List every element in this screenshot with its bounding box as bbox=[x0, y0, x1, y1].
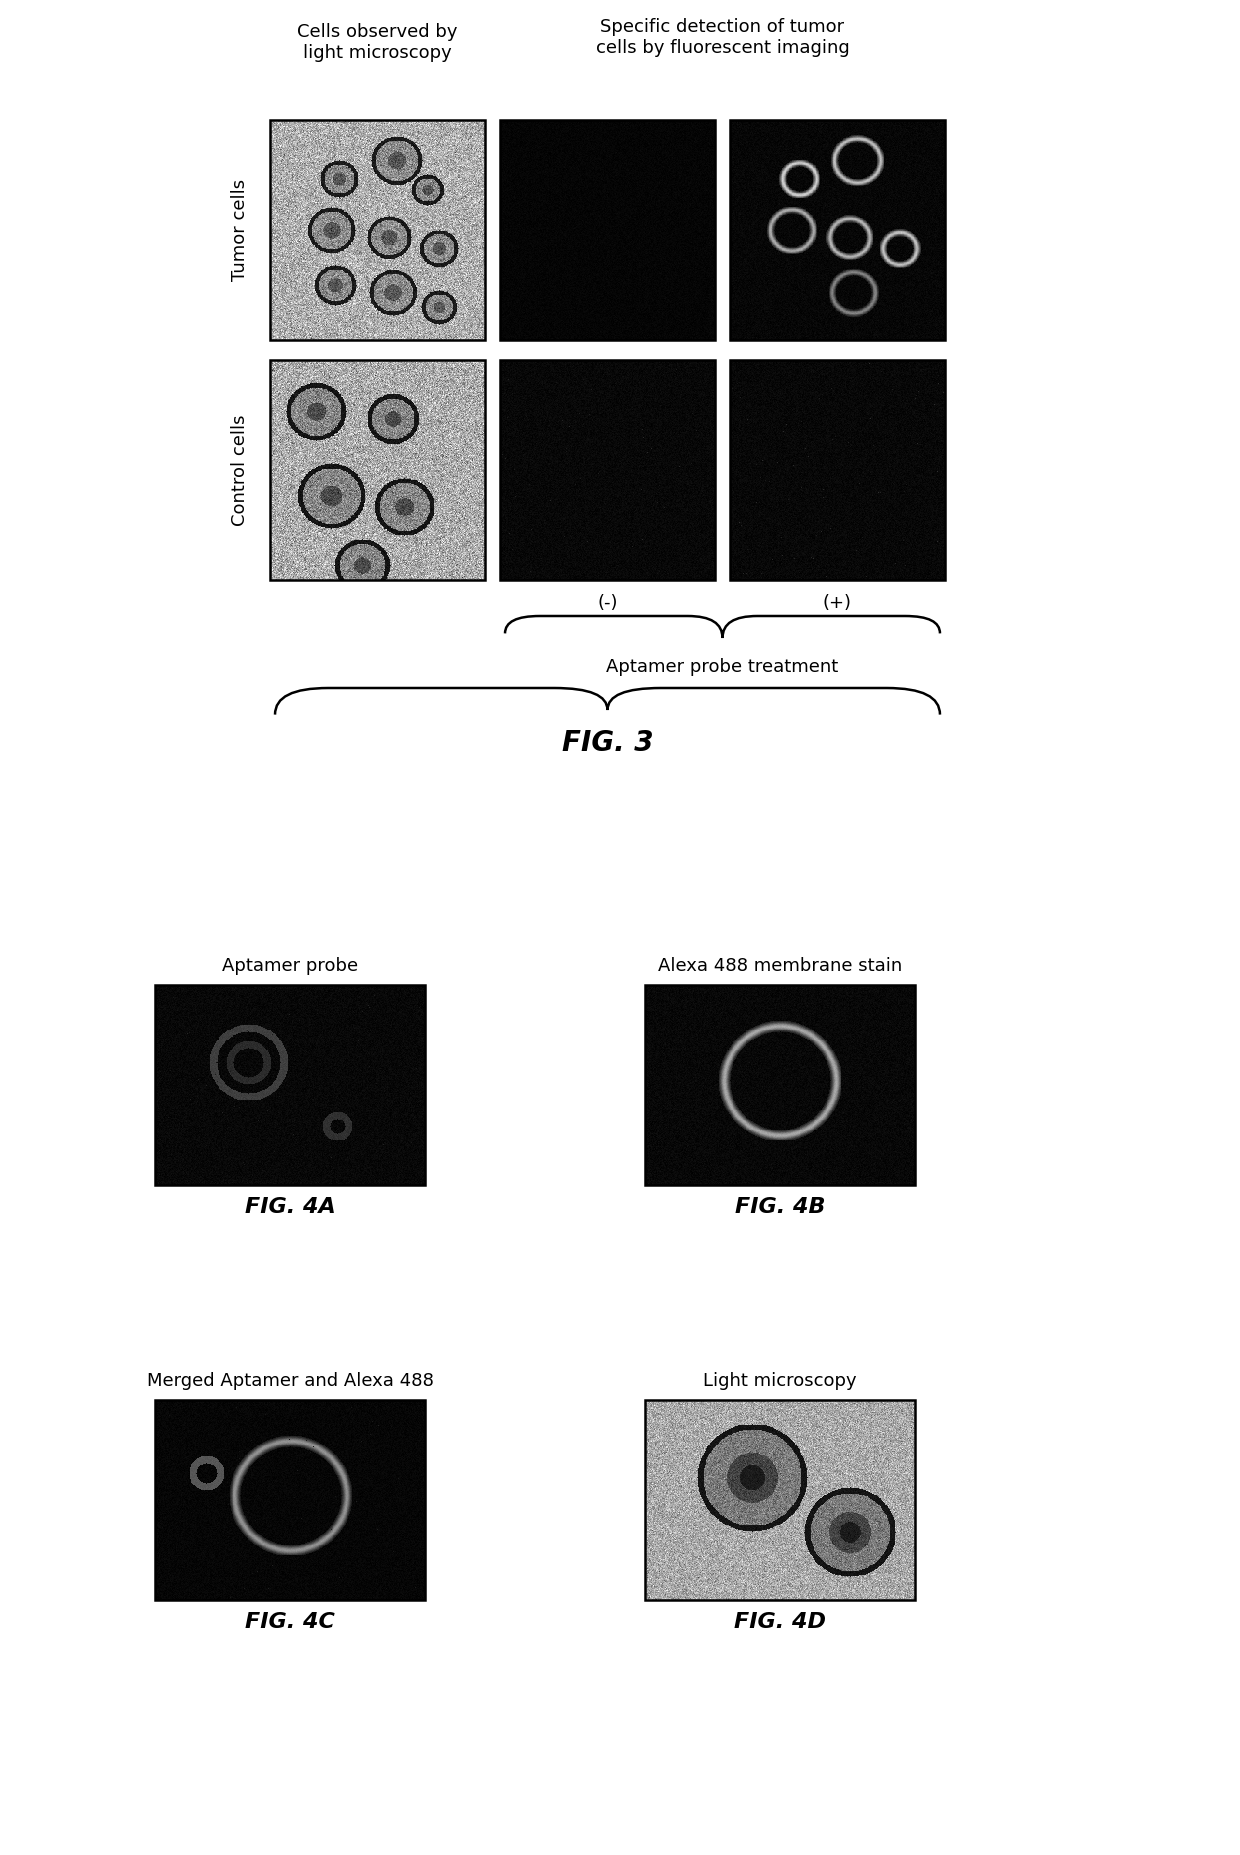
Bar bbox=[270, 360, 485, 581]
Text: Aptamer probe: Aptamer probe bbox=[222, 957, 358, 976]
Bar bbox=[645, 985, 915, 1185]
Text: Aptamer probe treatment: Aptamer probe treatment bbox=[606, 659, 838, 675]
Text: (-): (-) bbox=[598, 594, 618, 612]
Bar bbox=[270, 121, 485, 339]
Text: Specific detection of tumor
cells by fluorescent imaging: Specific detection of tumor cells by flu… bbox=[595, 19, 849, 58]
Text: FIG. 4C: FIG. 4C bbox=[246, 1612, 335, 1632]
Bar bbox=[730, 360, 945, 581]
Text: Merged Aptamer and Alexa 488: Merged Aptamer and Alexa 488 bbox=[146, 1373, 434, 1389]
Text: FIG. 4D: FIG. 4D bbox=[734, 1612, 826, 1632]
Bar bbox=[155, 985, 425, 1185]
Text: Tumor cells: Tumor cells bbox=[231, 178, 249, 282]
Text: (+): (+) bbox=[823, 594, 852, 612]
Text: Light microscopy: Light microscopy bbox=[703, 1373, 857, 1389]
Bar bbox=[730, 121, 945, 339]
Bar bbox=[645, 1401, 915, 1601]
Bar bbox=[500, 360, 715, 581]
Bar bbox=[500, 121, 715, 339]
Text: FIG. 4A: FIG. 4A bbox=[244, 1196, 335, 1217]
Text: Cells observed by
light microscopy: Cells observed by light microscopy bbox=[298, 24, 458, 61]
Text: FIG. 4B: FIG. 4B bbox=[735, 1196, 826, 1217]
Text: FIG. 3: FIG. 3 bbox=[562, 729, 653, 757]
Text: Control cells: Control cells bbox=[231, 414, 249, 525]
Bar bbox=[155, 1401, 425, 1601]
Text: Alexa 488 membrane stain: Alexa 488 membrane stain bbox=[658, 957, 903, 976]
